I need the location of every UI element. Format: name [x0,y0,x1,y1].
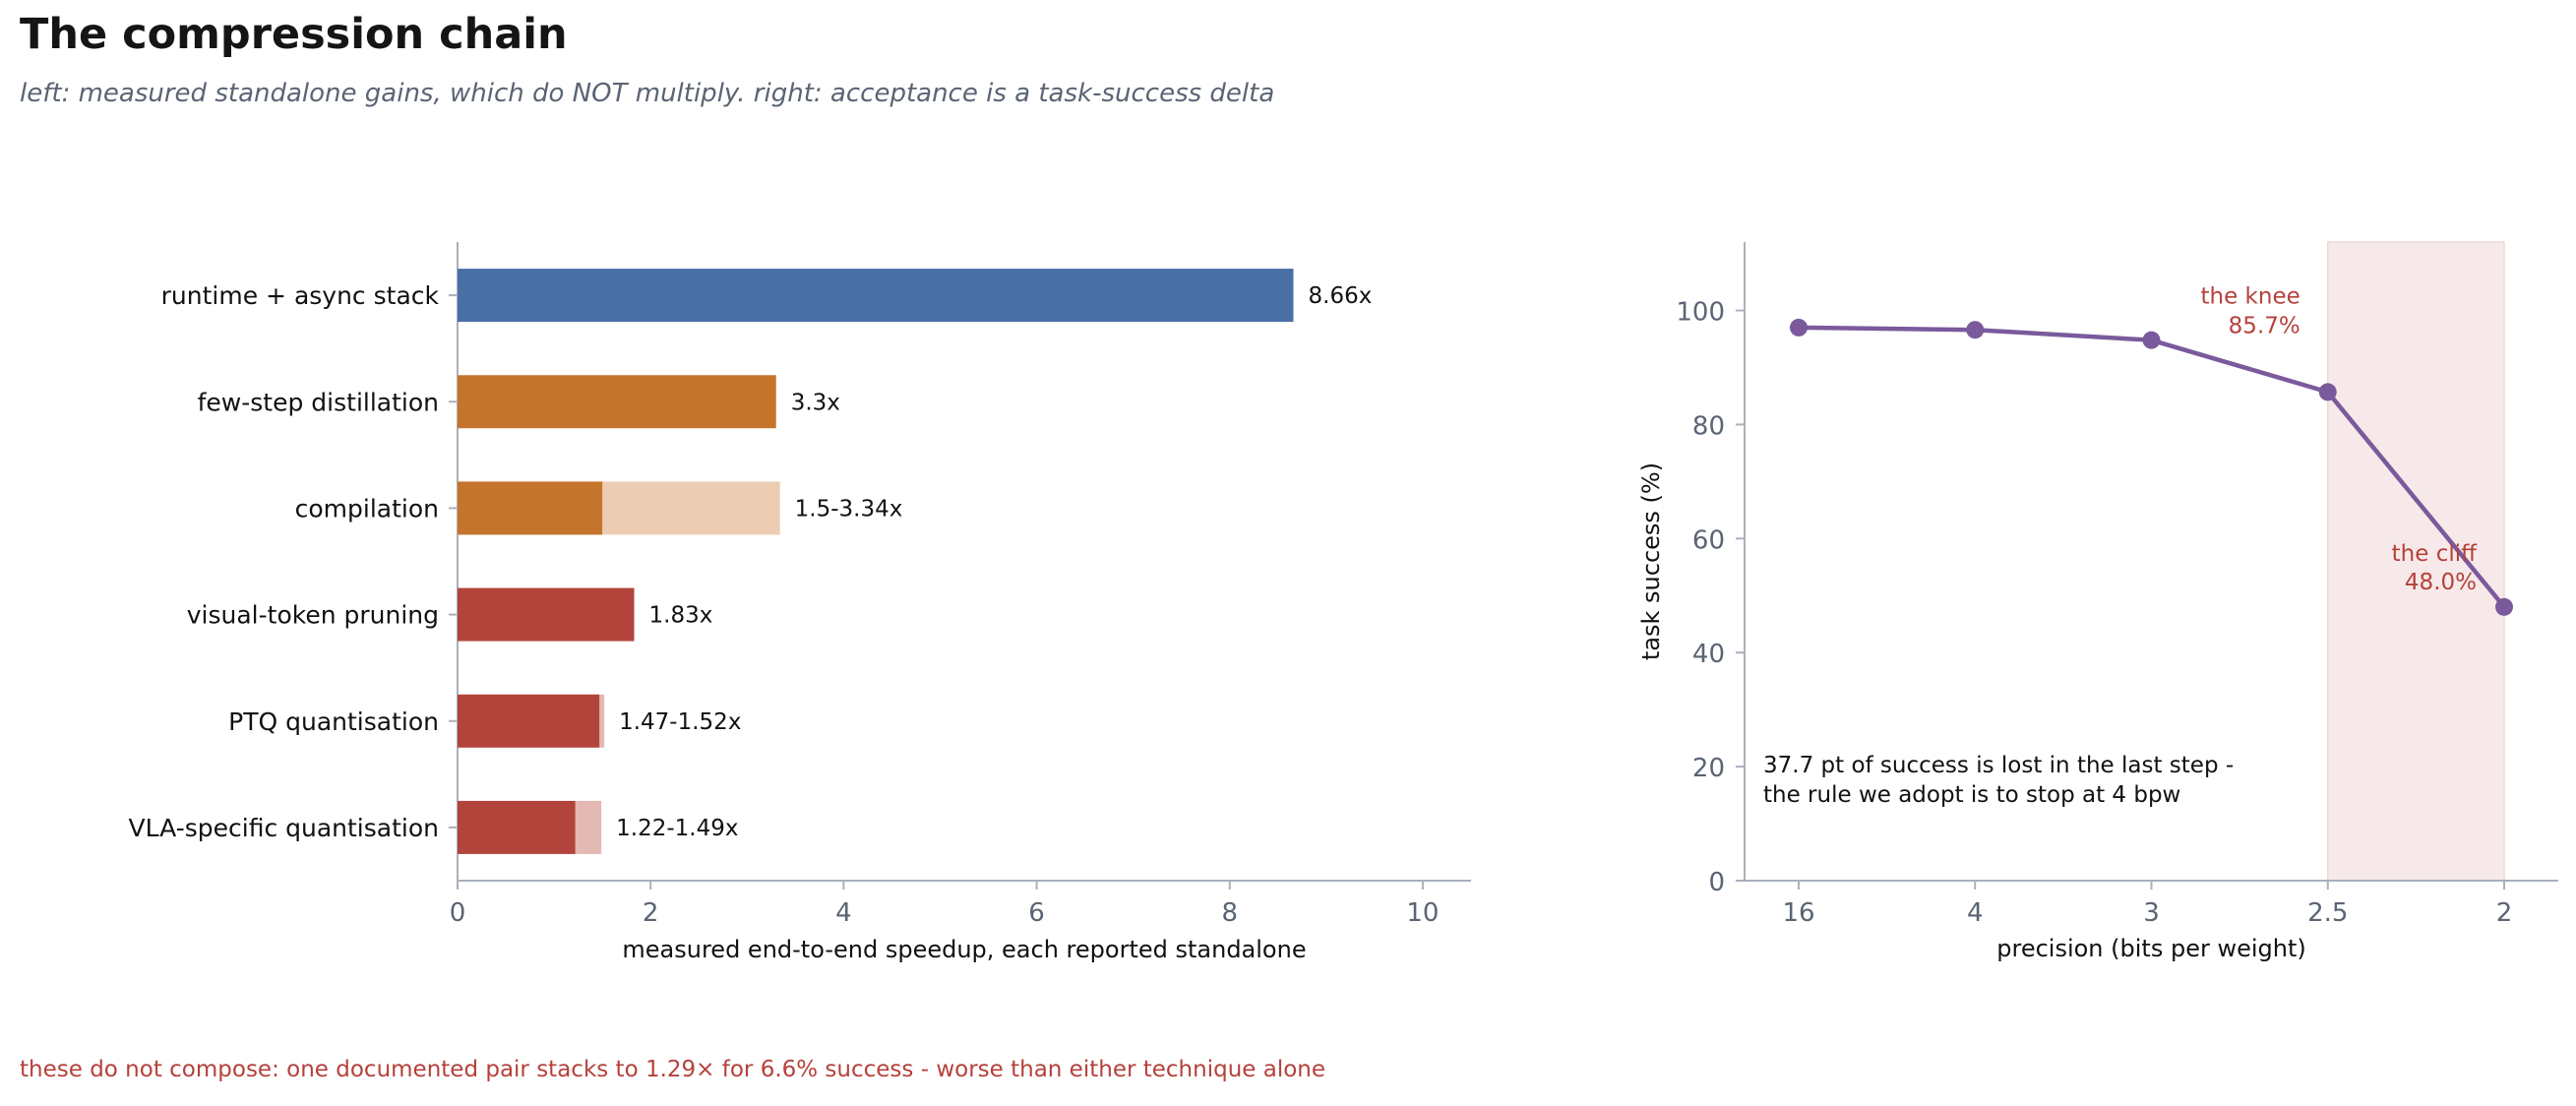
category-label: runtime + async stack [161,281,440,310]
category-label: PTQ quantisation [228,707,439,736]
x-axis-label: measured end-to-end speedup, each report… [622,936,1306,963]
x-tick-label: 0 [450,898,466,928]
bar [458,375,776,429]
bar [458,694,600,748]
data-point [2495,597,2513,616]
x-tick-label: 2.5 [2307,898,2348,928]
bar-range-extension [575,800,602,854]
y-tick-label: 80 [1692,411,1725,441]
bar-value-label: 1.83x [649,603,713,629]
data-point [1966,321,1985,339]
category-label: few-step distillation [198,388,439,416]
annotation-value: 85.7% [2229,313,2300,338]
footnote: these do not compose: one documented pai… [20,1057,1326,1082]
data-point [2142,331,2161,349]
figure-subtitle: left: measured standalone gains, which d… [20,79,1275,108]
annotation-label: the cliff [2392,541,2478,567]
category-label: compilation [295,494,439,522]
bar [458,800,576,854]
y-axis-label: task success (%) [1637,462,1665,660]
x-tick-label: 3 [2143,898,2160,928]
bar [458,269,1294,323]
note-text: 37.7 pt of success is lost in the last s… [1763,753,2234,778]
x-tick-label: 2 [643,898,659,928]
annotation-value: 48.0% [2405,570,2477,595]
bar-value-label: 8.66x [1309,283,1373,309]
x-tick-label: 4 [835,898,852,928]
y-tick-label: 60 [1692,525,1725,555]
y-tick-label: 40 [1692,640,1725,669]
x-tick-label: 16 [1782,898,1814,928]
category-label: visual-token pruning [187,601,439,630]
data-point [2318,383,2337,401]
bar-value-label: 1.47-1.52x [619,709,741,735]
bar-value-label: 1.22-1.49x [616,816,738,841]
bar-value-label: 3.3x [791,390,840,415]
y-tick-label: 20 [1692,754,1725,783]
x-tick-label: 10 [1406,898,1439,928]
y-tick-label: 100 [1676,298,1725,328]
bar-range-extension [599,694,605,748]
x-tick-label: 2 [2496,898,2513,928]
x-tick-label: 8 [1221,898,1238,928]
bar-value-label: 1.5-3.34x [795,496,903,522]
x-axis-label: precision (bits per weight) [1996,935,2305,962]
category-label: VLA-specific quantisation [129,814,439,842]
x-tick-label: 4 [1967,898,1984,928]
shaded-region [2327,241,2505,882]
annotation-label: the knee [2200,283,2300,309]
data-point [1790,318,1808,337]
bar [458,587,635,642]
bar [458,481,603,535]
bar-range-extension [602,481,780,535]
note-text: the rule we adopt is to stop at 4 bpw [1763,782,2180,808]
figure-title: The compression chain [20,10,568,59]
x-tick-label: 6 [1028,898,1045,928]
y-tick-label: 0 [1708,868,1725,897]
